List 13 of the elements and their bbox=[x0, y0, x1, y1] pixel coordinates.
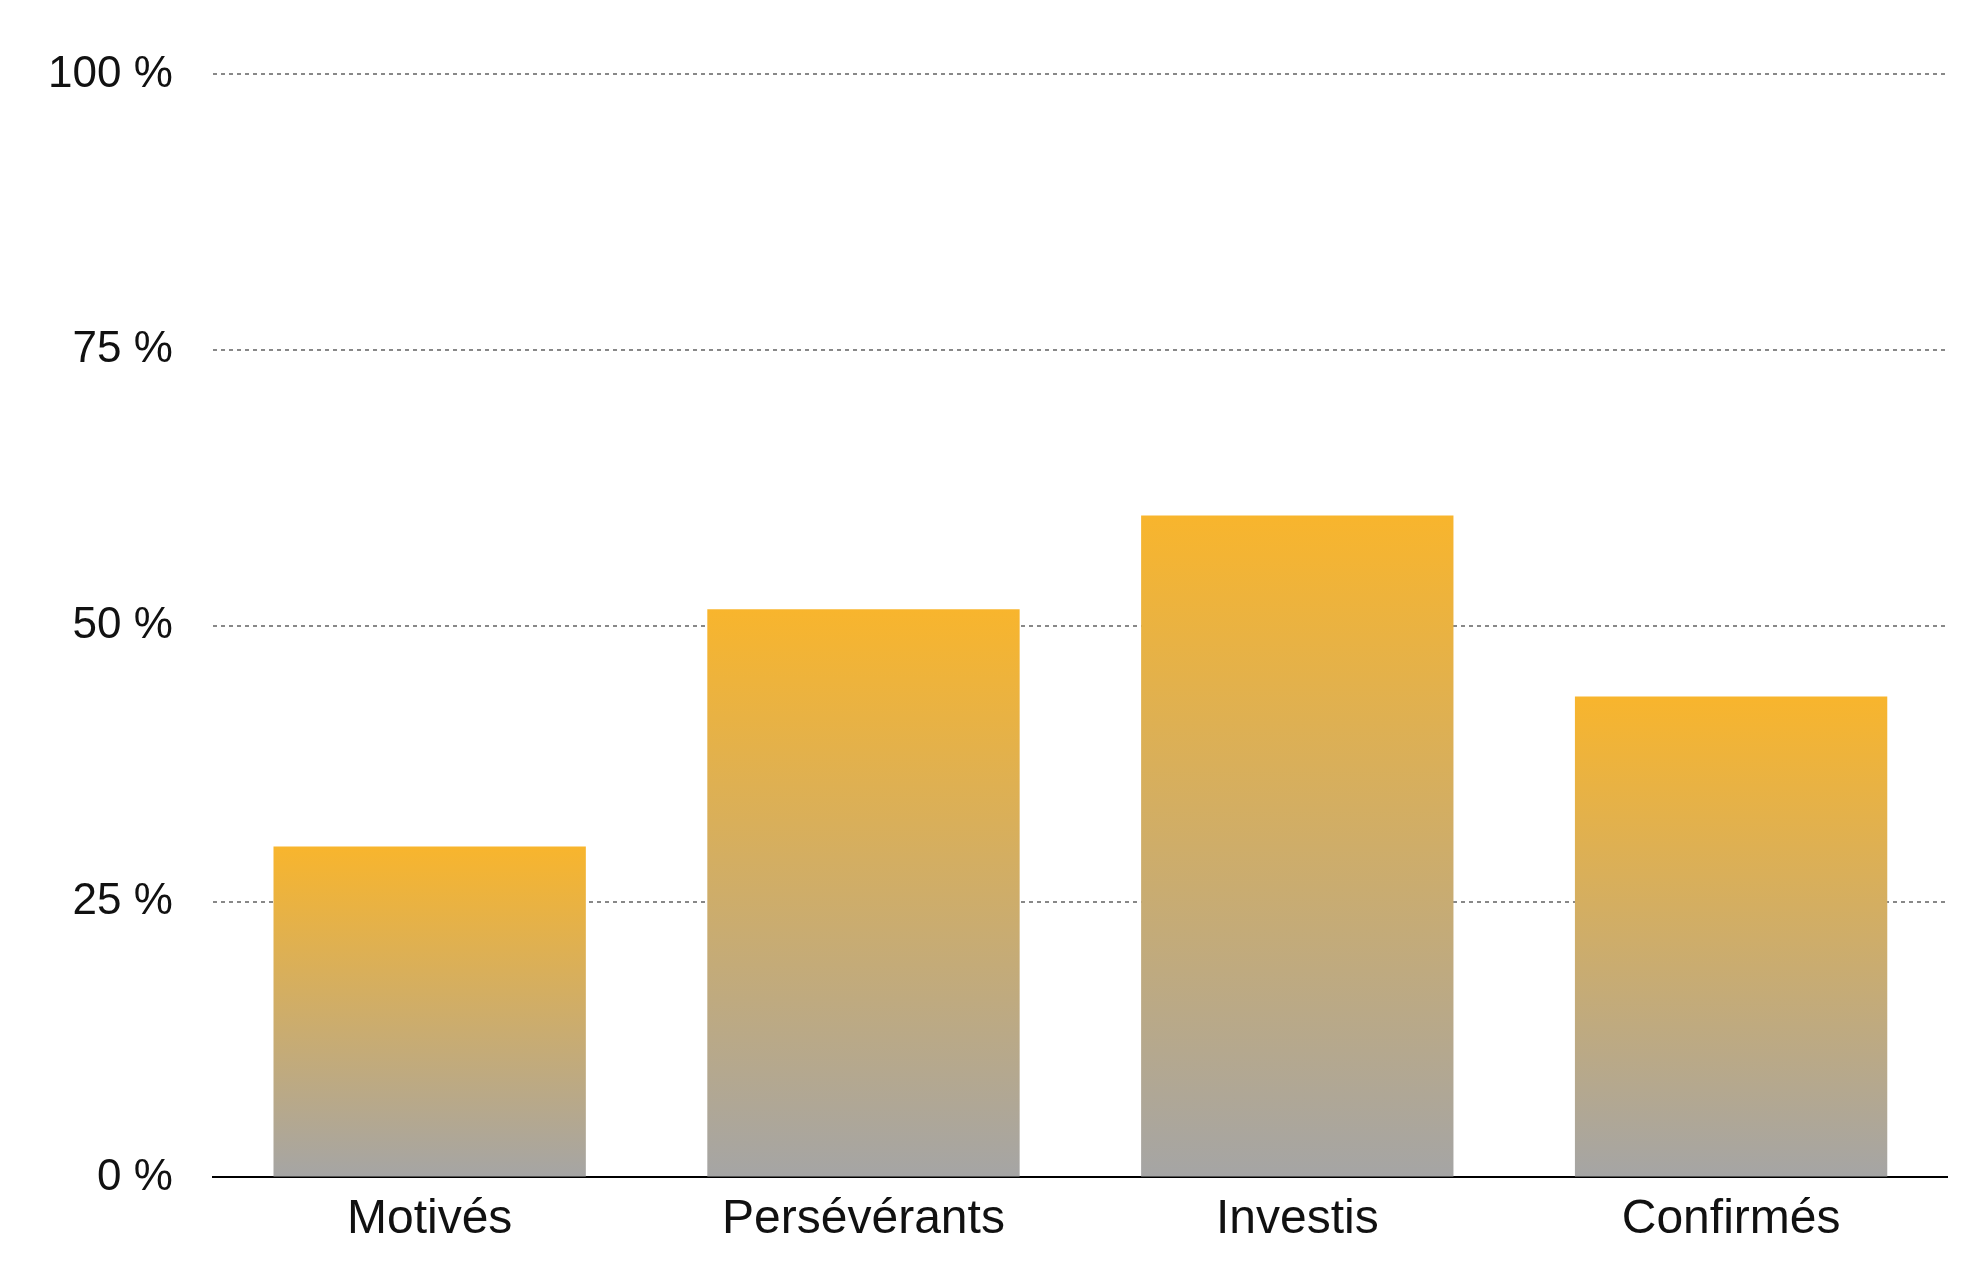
y-tick-label: 50 % bbox=[72, 598, 173, 648]
x-tick-label: Persévérants bbox=[722, 1190, 1005, 1244]
x-tick-label: Confirmés bbox=[1621, 1190, 1841, 1244]
y-tick-label: 0 % bbox=[96, 1149, 173, 1199]
y-tick-label: 25 % bbox=[72, 873, 173, 923]
y-tick-label: 75 % bbox=[72, 322, 173, 372]
y-tick-label: 100 % bbox=[47, 46, 173, 96]
bar bbox=[1574, 696, 1888, 1177]
x-tick-label: Investis bbox=[1215, 1190, 1379, 1244]
bar bbox=[707, 609, 1020, 1177]
bar bbox=[273, 846, 586, 1177]
x-tick-label: Motivés bbox=[346, 1190, 513, 1244]
bar bbox=[1141, 515, 1454, 1177]
